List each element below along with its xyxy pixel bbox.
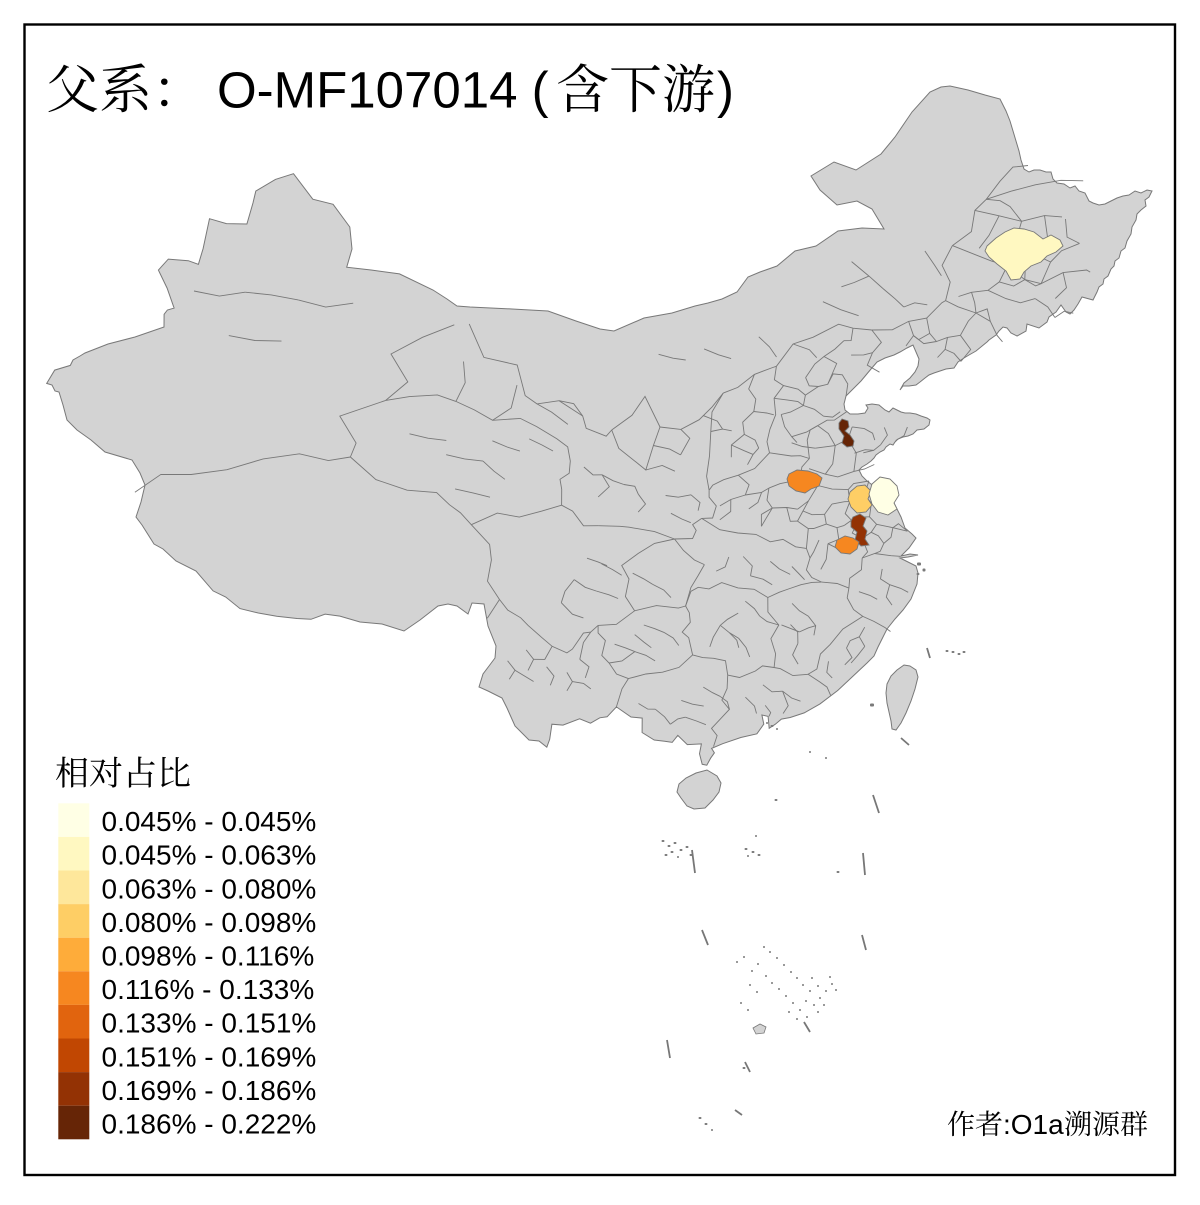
- svg-text:0.116% - 0.133%: 0.116% - 0.133%: [102, 974, 315, 1005]
- svg-text:0.080% - 0.098%: 0.080% - 0.098%: [102, 907, 317, 938]
- svg-text:O-MF107014 (: O-MF107014 (: [217, 62, 549, 119]
- svg-text:): ): [717, 62, 734, 119]
- svg-text:0.133% - 0.151%: 0.133% - 0.151%: [102, 1008, 317, 1039]
- svg-text:0.063% - 0.080%: 0.063% - 0.080%: [102, 873, 317, 904]
- svg-text:0.045% - 0.045%: 0.045% - 0.045%: [102, 806, 317, 837]
- svg-text::O1a: :O1a: [1003, 1109, 1064, 1140]
- svg-text:0.151% - 0.169%: 0.151% - 0.169%: [102, 1041, 317, 1072]
- svg-text:0.169% - 0.186%: 0.169% - 0.186%: [102, 1075, 317, 1106]
- svg-text:0.186% - 0.222%: 0.186% - 0.222%: [102, 1109, 317, 1140]
- svg-text:0.098% - 0.116%: 0.098% - 0.116%: [102, 941, 315, 972]
- svg-text:0.045% - 0.063%: 0.045% - 0.063%: [102, 840, 317, 871]
